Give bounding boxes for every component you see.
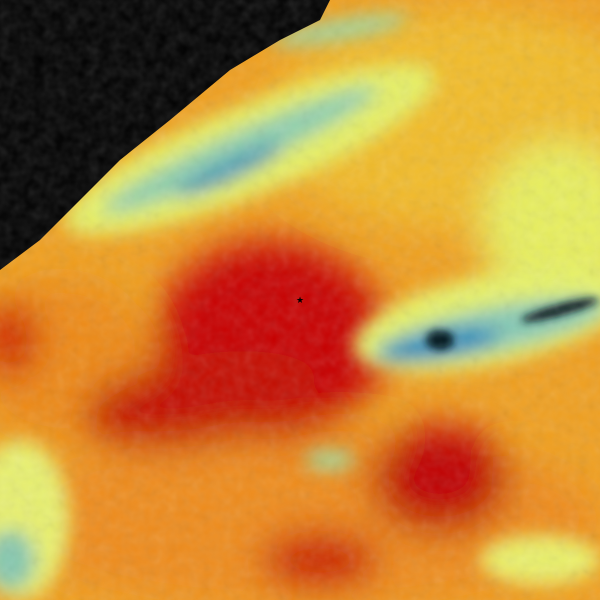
radar-site-marker-icon: ★ [296,296,304,306]
